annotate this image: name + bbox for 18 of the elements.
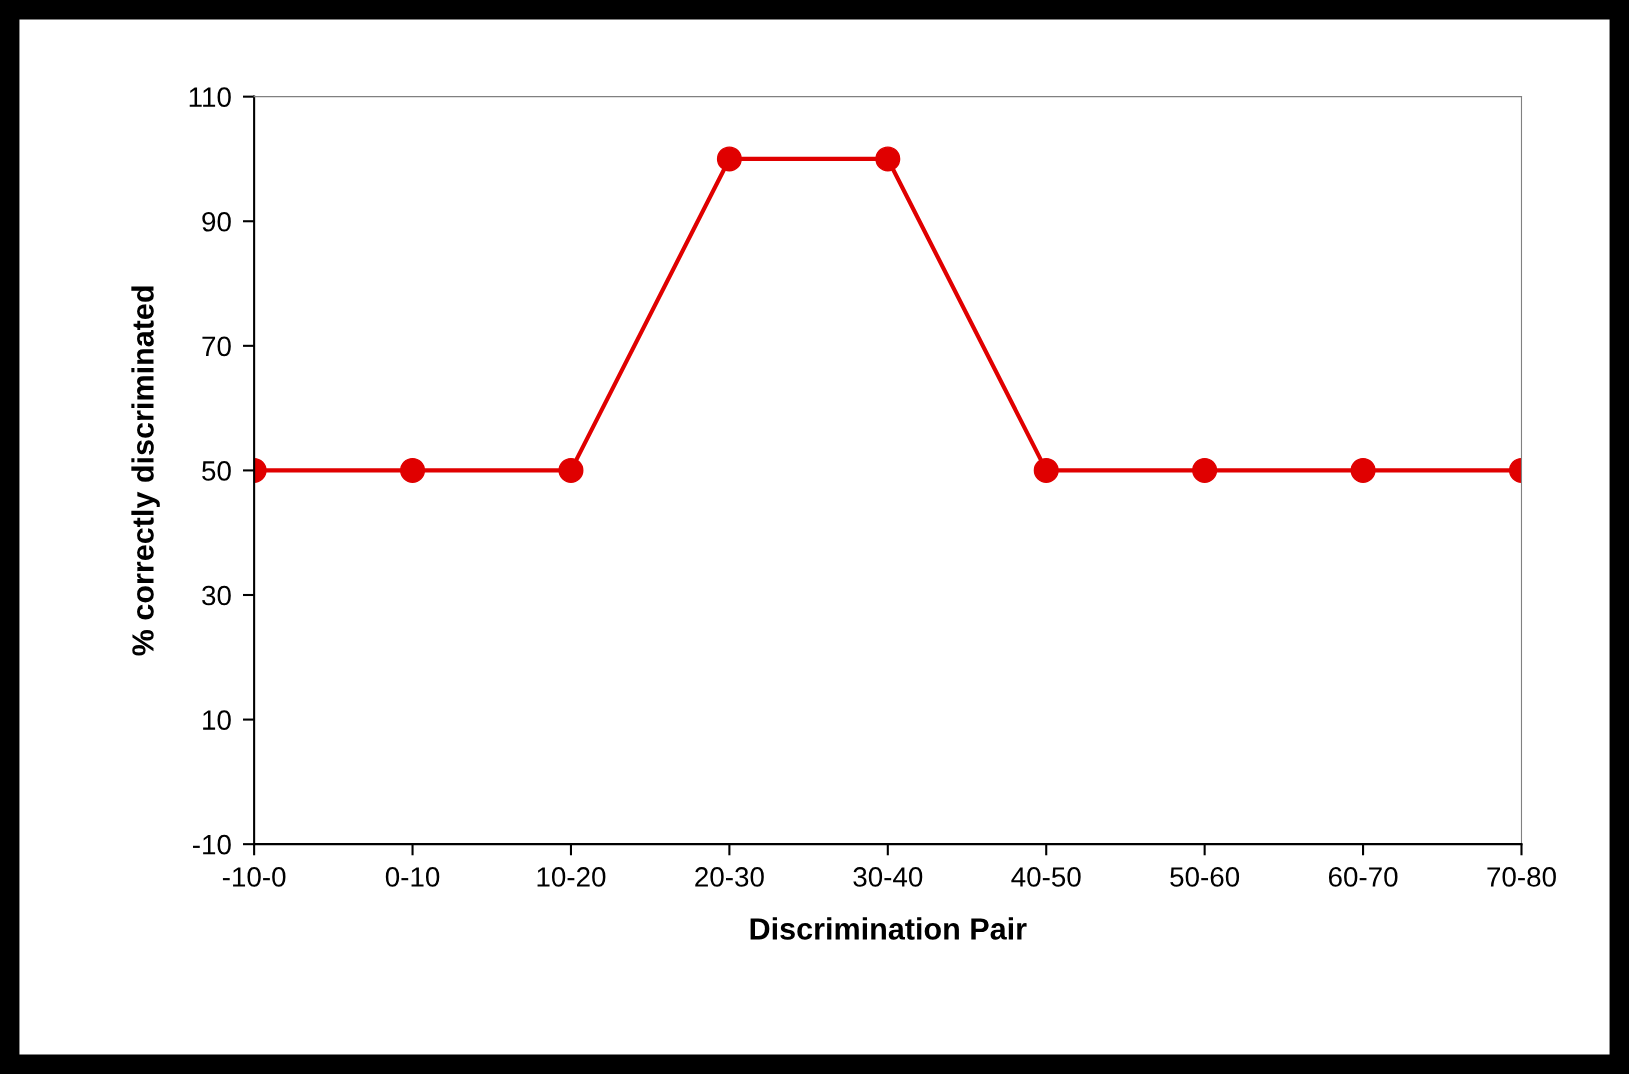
x-tick-label: 70-80 [1487, 867, 1556, 887]
y-tick-label: 110 [189, 87, 231, 107]
y-tick-label: 50 [202, 461, 231, 481]
y-tick-label: 90 [202, 211, 231, 232]
y-tick-label: 70 [202, 336, 231, 357]
x-tick-label: 10-20 [537, 867, 606, 887]
x-tick-label: 0-10 [385, 867, 440, 887]
x-axis-title: Discrimination Pair [750, 917, 1027, 940]
x-tick-label: 60-70 [1328, 867, 1398, 887]
y-tick-label: 10 [203, 710, 231, 730]
y-tick-label: 30 [202, 585, 231, 606]
y-tick-label: -10 [192, 834, 231, 855]
y-axis-title: % correctly discriminated [131, 286, 160, 656]
x-tick-label: 40-50 [1011, 867, 1081, 887]
x-tick-label: 50-60 [1170, 867, 1240, 887]
x-tick-label: -10-0 [222, 867, 286, 887]
x-tick-label: 20-30 [695, 867, 764, 887]
x-tick-label: 30-40 [853, 867, 923, 887]
